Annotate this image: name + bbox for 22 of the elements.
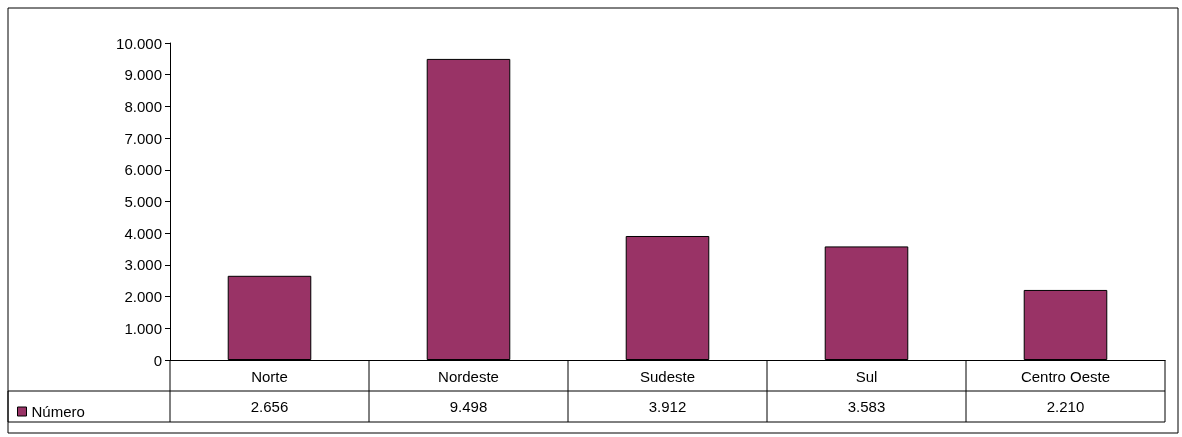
x-tick-label: Sudeste (639, 368, 696, 385)
y-tick-label: 5.000 (124, 193, 162, 210)
legend-label: Número (31, 403, 85, 420)
y-tick-label: 0 (153, 351, 162, 369)
y-tick-label: 3.000 (124, 256, 162, 274)
y-tick-label: 4.000 (124, 224, 162, 242)
y-tick-label: 10.000 (116, 34, 162, 52)
data-label: 3.583 (847, 398, 886, 415)
data-label: 2.210 (1046, 398, 1085, 415)
data-label: 9.498 (449, 398, 488, 415)
y-tick-label: 6.000 (124, 161, 162, 179)
data-label: 3.912 (648, 398, 687, 415)
data-label: 2.656 (250, 398, 289, 415)
x-tick-label: Nordeste (438, 368, 499, 385)
x-tick-label: Norte (251, 368, 288, 385)
y-tick-label: 9.000 (124, 66, 162, 84)
x-tick-label: Centro Oeste (1020, 368, 1111, 385)
x-tick-label: Sul (855, 368, 878, 385)
y-tick-label: 2.000 (124, 288, 162, 306)
y-tick-label: 8.000 (124, 97, 162, 115)
y-tick-label: 1.000 (124, 319, 162, 337)
y-tick-label: 7.000 (124, 129, 162, 147)
